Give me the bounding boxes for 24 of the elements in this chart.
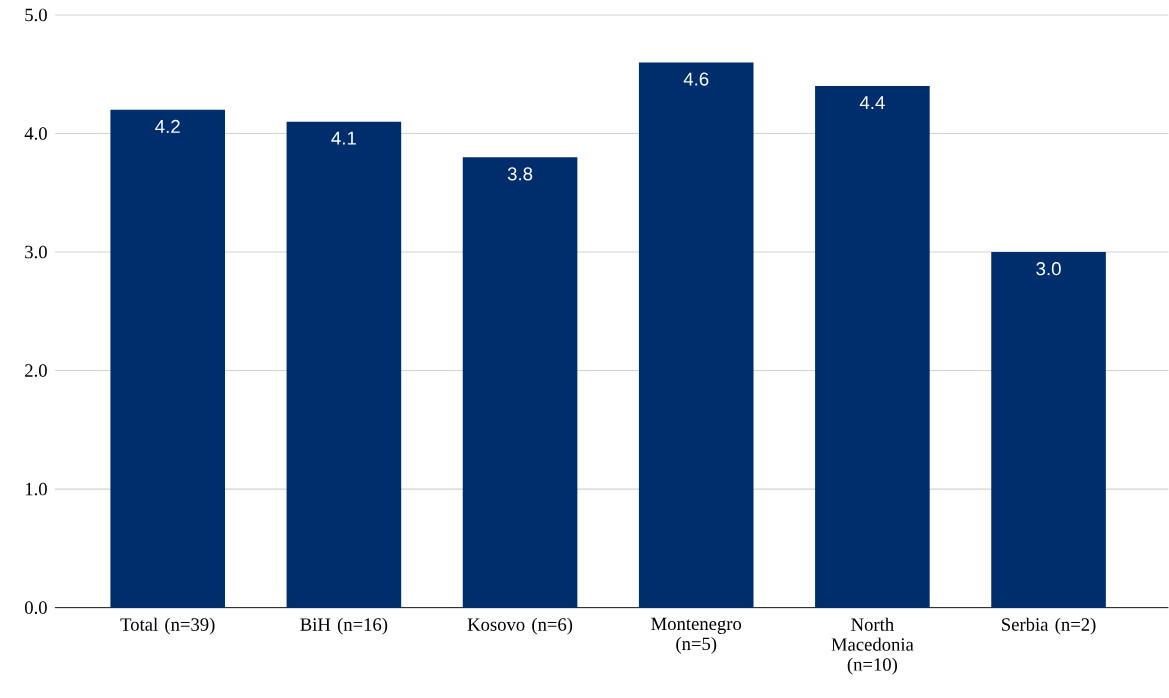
x-tick-label: Montenegro (n=5) <box>651 617 742 655</box>
x-tick-label: Kosovo (n=6) <box>467 617 573 635</box>
data-label: 3.8 <box>507 167 533 181</box>
data-label: 4.1 <box>331 131 356 145</box>
y-tick-label: 0.0 <box>24 601 47 615</box>
x-tick-label: North Macedonia (n=10) <box>831 617 914 675</box>
x-tick-label: BiH (n=16) <box>300 617 388 635</box>
data-label: 4.4 <box>859 96 885 110</box>
bar <box>991 252 1106 608</box>
data-label: 3.0 <box>1036 262 1061 276</box>
bar <box>286 121 402 608</box>
bar <box>110 110 226 608</box>
x-tick-label: Total (n=39) <box>120 617 215 635</box>
bar <box>815 86 930 608</box>
data-label: 4.6 <box>683 72 709 86</box>
y-tick-label: 1.0 <box>25 482 47 496</box>
bar <box>638 62 754 608</box>
data-label: 4.2 <box>155 120 180 134</box>
y-tick-label: 2.0 <box>25 364 47 378</box>
y-tick-label: 5.0 <box>25 8 47 22</box>
x-tick-label: Serbia (n=2) <box>1002 617 1096 635</box>
bar <box>462 157 578 608</box>
y-tick-label: 4.0 <box>24 127 47 141</box>
y-tick-label: 3.0 <box>25 245 47 259</box>
